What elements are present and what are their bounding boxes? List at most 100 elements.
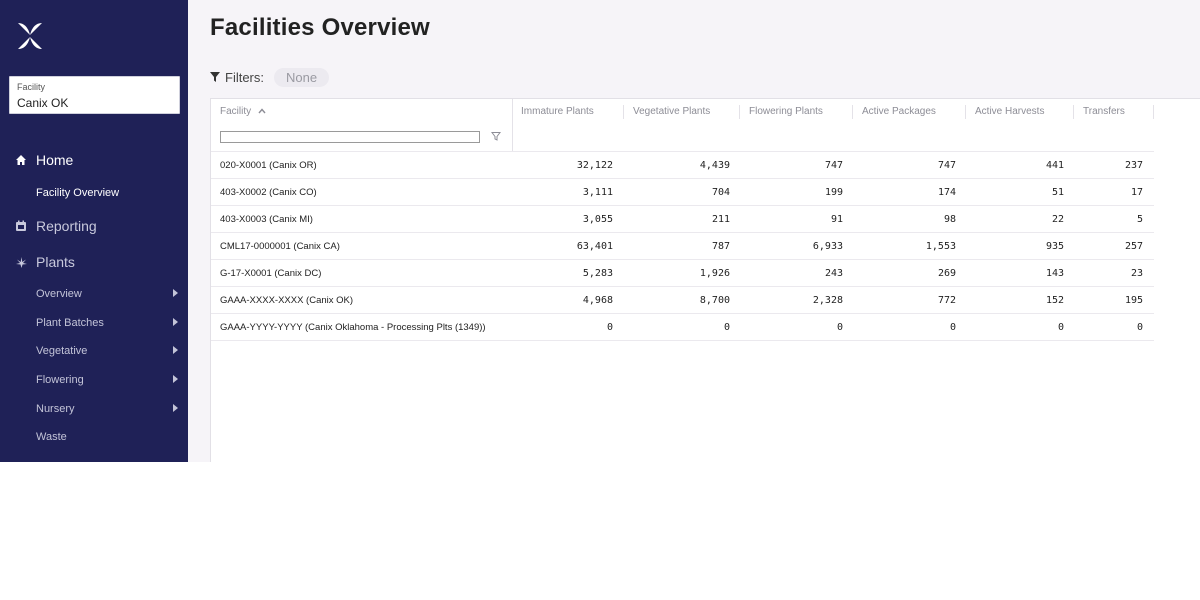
column-header-active-packages[interactable]: Active Packages [862,106,936,117]
nav-item-vegetative[interactable]: Vegetative [36,342,184,360]
column-divider [739,105,740,119]
cell-facility: GAAA-XXXX-XXXX (Canix OK) [220,295,354,306]
cell-vegetative: 4,439 [699,160,730,171]
chevron-right-icon [173,404,178,412]
filters-label: Filters: [225,69,264,85]
column-header-active-harvests[interactable]: Active Harvests [975,106,1045,117]
cell-harvests: 143 [1045,268,1064,279]
cell-packages: 772 [937,295,956,306]
table-row[interactable]: 403-X0002 (Canix CO) 3,111 704 199 174 51 17 [211,178,1154,205]
cell-vegetative: 704 [711,187,730,198]
nav-item-plant-batches[interactable]: Plant Batches [36,314,184,332]
nav-home-label: Home [36,152,74,168]
cell-harvests: 441 [1045,160,1064,171]
nav-item-facility-overview[interactable]: Facility Overview [36,184,184,202]
cell-immature: 4,968 [582,295,613,306]
filters-bar: Filters: None [210,66,330,88]
cell-vegetative: 8,700 [699,295,730,306]
cell-immature: 3,111 [582,187,613,198]
table-end-divider [211,340,1154,341]
cell-flowering: 91 [830,214,843,225]
reporting-icon [14,219,28,233]
cell-transfers: 237 [1124,160,1143,171]
table-row[interactable]: CML17-0000001 (Canix CA) 63,401 787 6,933 1,… [211,232,1154,259]
nav-item-overview[interactable]: Overview [36,285,184,303]
column-header-transfers[interactable]: Transfers [1083,106,1125,117]
cell-facility: CML17-0000001 (Canix CA) [220,241,340,252]
cell-immature: 5,283 [582,268,613,279]
table-row[interactable]: G-17-X0001 (Canix DC) 5,283 1,926 243 269 143… [211,259,1154,286]
nav-plants-label: Plants [36,254,75,270]
cell-flowering: 0 [836,322,843,333]
cell-transfers: 17 [1130,187,1143,198]
cell-immature: 3,055 [582,214,613,225]
cell-packages: 269 [937,268,956,279]
sort-ascending-icon [258,108,266,114]
nav-item-nursery[interactable]: Nursery [36,400,184,418]
table-row[interactable]: GAAA-YYYY-YYYY (Canix Oklahoma - Process… [211,313,1154,340]
facility-filter-input[interactable] [220,131,480,143]
column-header-vegetative-plants[interactable]: Vegetative Plants [633,106,711,117]
column-divider [1153,105,1154,119]
cell-flowering: 747 [824,160,843,171]
cell-harvests: 152 [1045,295,1064,306]
cell-harvests: 22 [1051,214,1064,225]
table-row[interactable]: 020-X0001 (Canix OR) 32,122 4,439 747 747 441… [211,151,1154,178]
nav-home[interactable]: Home [14,150,73,170]
nav-reporting[interactable]: Reporting [14,216,97,236]
column-divider [965,105,966,119]
column-filter-icon[interactable] [491,131,501,141]
facility-selector-value: Canix OK [17,96,69,110]
chevron-right-icon [173,346,178,354]
filter-funnel-icon [210,70,220,85]
filters-value-chip[interactable]: None [274,67,330,87]
nav-item-label: Nursery [36,403,75,415]
cell-immature: 32,122 [576,160,613,171]
cell-vegetative: 787 [711,241,730,252]
nav-item-label: Waste [36,431,67,443]
home-icon [14,153,28,167]
column-header-immature-plants[interactable]: Immature Plants [521,106,594,117]
table-row[interactable]: GAAA-XXXX-XXXX (Canix OK) 4,968 8,700 2,328… [211,286,1154,313]
cell-facility: G-17-X0001 (Canix DC) [220,268,322,279]
facility-selector[interactable]: Facility Canix OK [9,76,180,114]
cell-vegetative: 1,926 [699,268,730,279]
cell-immature: 63,401 [576,241,613,252]
nav-item-label: Flowering [36,374,84,386]
cell-transfers: 195 [1124,295,1143,306]
cell-flowering: 6,933 [812,241,843,252]
cell-packages: 0 [949,322,956,333]
canix-logo-icon[interactable] [15,20,45,52]
column-header-facility[interactable]: Facility [220,106,266,120]
cell-transfers: 257 [1124,241,1143,252]
cell-flowering: 199 [824,187,843,198]
column-header-label: Facility [220,106,252,117]
cell-facility: GAAA-YYYY-YYYY (Canix Oklahoma - Process… [220,322,486,333]
page-title: Facilities Overview [210,14,430,41]
table-header: Facility Immature Plants Vegetative Plan… [211,99,1200,151]
cell-harvests: 51 [1051,187,1064,198]
nav-reporting-label: Reporting [36,218,97,234]
nav-plants[interactable]: Plants [14,252,75,272]
cell-packages: 98 [943,214,956,225]
cell-immature: 0 [606,322,613,333]
nav-item-label: Plant Batches [36,317,104,329]
nav-item-flowering[interactable]: Flowering [36,371,184,389]
nav-item-label: Facility Overview [36,187,120,199]
column-header-flowering-plants[interactable]: Flowering Plants [749,106,823,117]
nav-item-label: Overview [36,288,82,300]
cell-facility: 403-X0003 (Canix MI) [220,214,313,225]
cell-facility: 403-X0002 (Canix CO) [220,187,317,198]
cell-packages: 747 [937,160,956,171]
facility-selector-label: Facility [17,82,46,92]
table-row[interactable]: 403-X0003 (Canix MI) 3,055 211 91 98 22 5 [211,205,1154,232]
nav-item-waste[interactable]: Waste [36,428,184,446]
cell-transfers: 0 [1136,322,1143,333]
chevron-right-icon [173,375,178,383]
column-divider [512,99,513,151]
cell-facility: 020-X0001 (Canix OR) [220,160,317,171]
facilities-table: Facility Immature Plants Vegetative Plan… [210,98,1200,462]
cell-transfers: 23 [1130,268,1143,279]
chevron-right-icon [173,318,178,326]
cell-packages: 174 [937,187,956,198]
